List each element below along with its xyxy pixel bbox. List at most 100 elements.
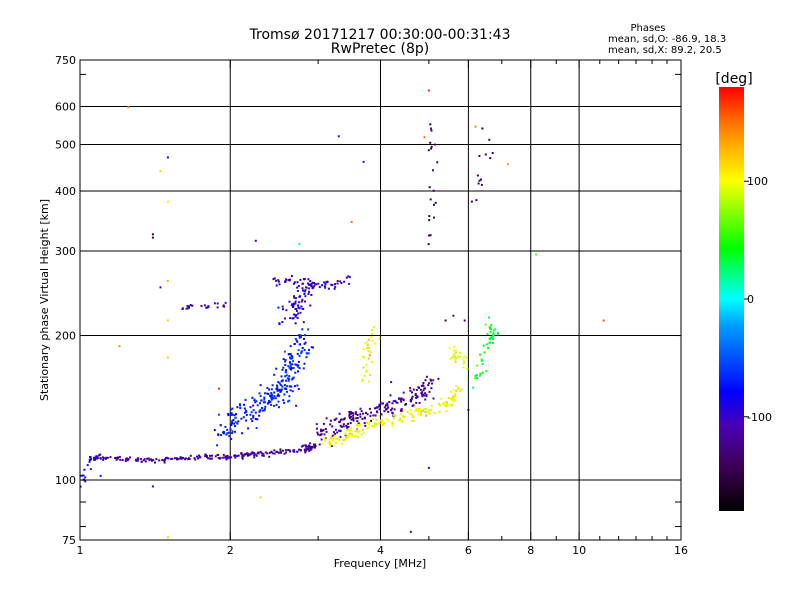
data-point (135, 459, 138, 462)
data-point (303, 278, 306, 281)
data-point (163, 459, 166, 462)
data-point (400, 412, 403, 415)
data-point (406, 410, 409, 413)
data-point (453, 345, 455, 348)
data-point (387, 406, 390, 409)
data-point (294, 308, 297, 310)
chart-subtitle: RwPretec (8p) (331, 41, 429, 57)
data-point (329, 442, 332, 445)
data-point (424, 379, 427, 382)
data-point (342, 425, 345, 428)
data-point (259, 409, 262, 412)
data-point (271, 452, 274, 455)
data-point (250, 418, 253, 420)
data-point (325, 417, 328, 420)
data-point (280, 375, 283, 378)
data-point (450, 390, 452, 393)
data-point (323, 433, 326, 436)
y-tick-label: 400 (55, 185, 76, 198)
data-point (291, 363, 294, 366)
data-point (251, 451, 254, 454)
data-point (348, 282, 351, 285)
data-point (216, 444, 219, 447)
data-point (295, 310, 298, 312)
data-point (348, 429, 351, 432)
data-point (329, 444, 332, 447)
data-point (366, 413, 369, 416)
data-point (273, 449, 276, 452)
grid-lines (80, 60, 681, 540)
data-point (483, 351, 486, 354)
data-point (394, 399, 397, 402)
data-point (481, 363, 484, 365)
y-tick-label: 200 (55, 330, 76, 343)
data-point (264, 451, 267, 454)
data-point (414, 410, 417, 413)
data-point (284, 280, 287, 282)
colorbar-tick-label: -100 (747, 411, 772, 424)
data-point (362, 412, 365, 415)
data-point (275, 367, 278, 370)
data-point (324, 286, 327, 289)
data-point (350, 415, 353, 418)
data-point (285, 379, 288, 382)
data-point (247, 427, 250, 430)
data-point (270, 398, 273, 401)
stats-line-o: mean, sd,O: -86.9, 18.3 (608, 34, 726, 45)
data-point (467, 408, 470, 411)
data-point (349, 422, 352, 425)
data-point (278, 394, 281, 397)
data-point (188, 306, 190, 309)
data-point (366, 347, 369, 349)
data-point (294, 300, 297, 303)
data-point (429, 141, 432, 144)
data-point (234, 430, 236, 433)
data-point (429, 198, 432, 201)
data-point (143, 458, 146, 461)
data-point (481, 127, 484, 130)
data-point (411, 391, 413, 394)
data-point (370, 424, 373, 427)
data-point (255, 427, 258, 429)
data-point (256, 404, 259, 407)
data-point (284, 375, 287, 378)
data-point (288, 353, 291, 356)
data-point (436, 161, 439, 164)
data-point (352, 419, 355, 422)
data-point (303, 348, 306, 351)
data-point (346, 426, 349, 429)
data-point (489, 157, 492, 160)
data-point (410, 397, 413, 400)
data-point (358, 430, 361, 433)
data-point (279, 450, 282, 453)
data-point (425, 408, 428, 411)
data-point (466, 367, 469, 370)
data-point (343, 418, 345, 421)
data-point (228, 431, 231, 434)
data-point (258, 392, 261, 395)
data-point (296, 281, 299, 284)
data-point (367, 426, 370, 429)
data-point (371, 417, 374, 420)
data-point (433, 216, 435, 219)
data-point (176, 458, 179, 461)
data-point (360, 410, 363, 413)
data-point (80, 485, 82, 488)
data-point (230, 437, 233, 440)
data-point (82, 474, 85, 477)
data-point (476, 374, 478, 377)
data-point (308, 449, 311, 452)
x-tick-labels: 1 2 4 6 8 10 16 (77, 544, 689, 557)
data-point (454, 392, 457, 395)
data-point (329, 419, 332, 422)
data-point (90, 458, 93, 461)
data-point (308, 444, 310, 447)
data-point (437, 377, 440, 380)
data-point (171, 457, 174, 460)
chart-title: Tromsø 20171217 00:30:00-00:31:43 (249, 27, 511, 43)
data-point (259, 496, 262, 499)
data-point (260, 399, 263, 402)
data-point (429, 378, 432, 381)
data-point (338, 429, 341, 432)
data-point (422, 389, 425, 392)
